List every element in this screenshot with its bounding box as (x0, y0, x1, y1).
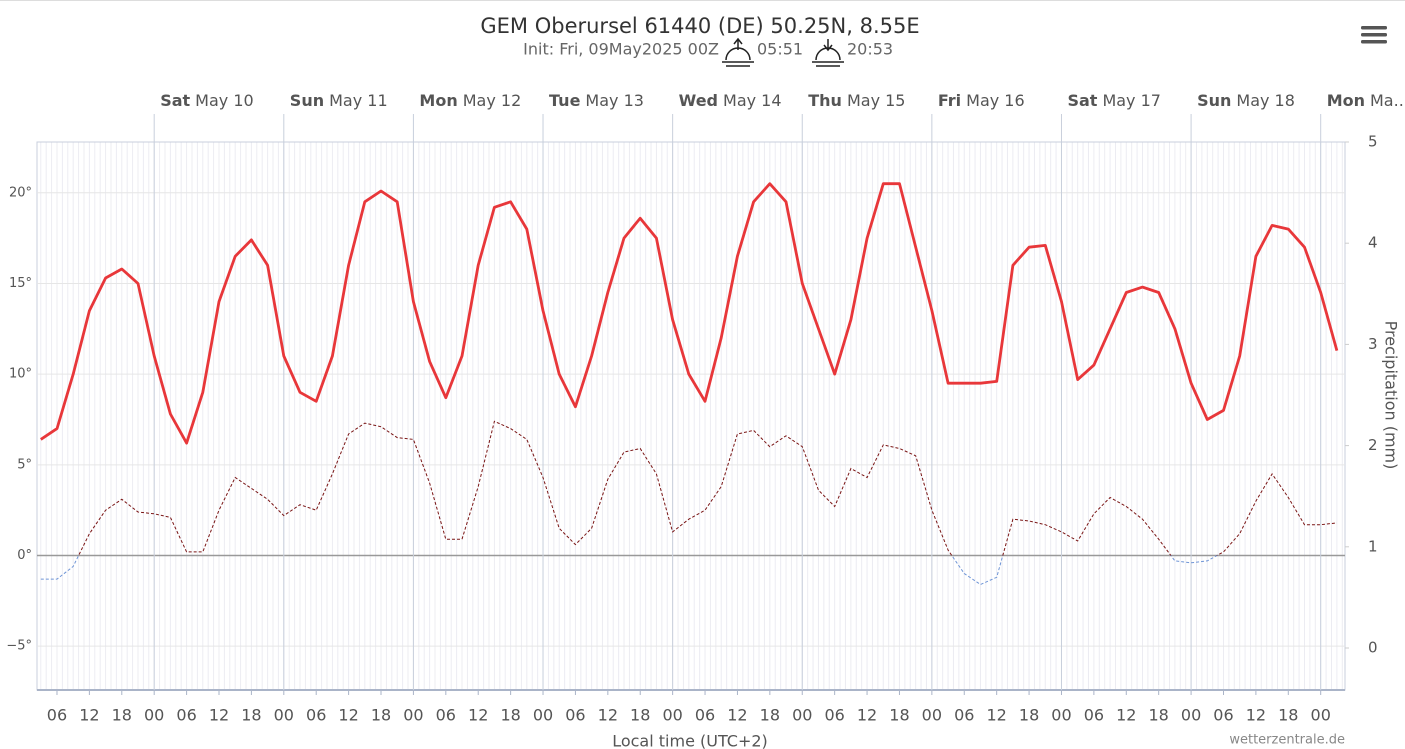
y2-tick-label: 3 (1368, 335, 1378, 353)
x-tick-label: 18 (1019, 706, 1039, 725)
y2-tick-label: 4 (1368, 234, 1378, 252)
day-name: Sun (1197, 91, 1231, 110)
x-tick-label: 12 (79, 706, 99, 725)
x-tick-label: 06 (695, 706, 715, 725)
y-tick-label: 20° (9, 185, 32, 200)
x-tick-label: 12 (986, 706, 1006, 725)
day-label: Tue May 13 (549, 91, 644, 110)
x-tick-label: 06 (176, 706, 196, 725)
sunrise-icon (722, 37, 754, 67)
x-tick-label: 00 (533, 706, 553, 725)
y-tick-label: 15° (9, 276, 32, 291)
day-date: May 16 (966, 91, 1025, 110)
x-tick-label: 00 (1311, 706, 1331, 725)
y2-tick-label: 2 (1368, 436, 1378, 454)
x-tick-label: 00 (274, 706, 294, 725)
y-tick-label: 5° (17, 457, 32, 472)
day-label: Sun May 11 (290, 91, 388, 110)
x-tick-label: 00 (1181, 706, 1201, 725)
day-date: May 17 (1102, 91, 1161, 110)
day-label: Mon Ma... (1327, 91, 1405, 110)
day-date: May 11 (329, 91, 388, 110)
day-date: May 14 (723, 91, 782, 110)
day-name: Tue (549, 91, 581, 110)
x-tick-label: 06 (306, 706, 326, 725)
chart-title: GEM Oberursel 61440 (DE) 50.25N, 8.55E (480, 14, 919, 38)
day-date: May 15 (847, 91, 906, 110)
x-tick-label: 12 (209, 706, 229, 725)
x-tick-label: 00 (403, 706, 423, 725)
day-name: Mon (419, 91, 457, 110)
day-label: Sat May 17 (1067, 91, 1161, 110)
y-tick-label: 10° (9, 367, 32, 382)
x-tick-label: 00 (922, 706, 942, 725)
x-tick-label: 12 (727, 706, 747, 725)
day-name: Thu (808, 91, 842, 110)
x-tick-label: 12 (857, 706, 877, 725)
y2-axis-title: Precipitation (mm) (1382, 321, 1401, 470)
x-tick-label: 00 (1051, 706, 1071, 725)
x-tick-label: 18 (1278, 706, 1298, 725)
day-label: Wed May 14 (679, 91, 782, 110)
day-name: Sun (290, 91, 324, 110)
sunset: 20:53 (847, 40, 893, 59)
y2-tick-label: 5 (1368, 133, 1378, 151)
subtitle: Init: Fri, 09May2025 00Z (523, 40, 719, 59)
temperature-line (40, 182, 1339, 445)
x-tick-label: 18 (500, 706, 520, 725)
x-tick-label: 06 (1213, 706, 1233, 725)
day-date: Ma... (1370, 91, 1405, 110)
x-tick-label: 00 (792, 706, 812, 725)
day-name: Sat (160, 91, 190, 110)
x-tick-label: 06 (565, 706, 585, 725)
x-tick-label: 06 (436, 706, 456, 725)
y-tick-label: −5° (6, 639, 32, 654)
y2-tick-label: 1 (1368, 537, 1378, 555)
x-tick-label: 18 (889, 706, 909, 725)
x-tick-label: 12 (468, 706, 488, 725)
sunrise: 05:51 (757, 40, 803, 59)
x-tick-label: 18 (1149, 706, 1169, 725)
day-label: Sun May 18 (1197, 91, 1295, 110)
sunset-icon (812, 39, 844, 67)
day-label: Mon May 12 (419, 91, 521, 110)
credit: wetterzentrale.de (1229, 733, 1345, 748)
x-tick-label: 00 (662, 706, 682, 725)
x-tick-label: 18 (112, 706, 132, 725)
day-name: Mon (1327, 91, 1365, 110)
x-tick-label: 06 (824, 706, 844, 725)
x-tick-label: 12 (1246, 706, 1266, 725)
x-tick-label: 00 (144, 706, 164, 725)
x-tick-label: 06 (1084, 706, 1104, 725)
x-tick-label: 18 (241, 706, 261, 725)
day-name: Wed (679, 91, 718, 110)
day-name: Sat (1067, 91, 1097, 110)
x-tick-label: 12 (598, 706, 618, 725)
day-date: May 13 (585, 91, 644, 110)
x-tick-label: 18 (630, 706, 650, 725)
y-tick-label: 0° (17, 548, 32, 563)
x-tick-label: 06 (47, 706, 67, 725)
day-date: May 10 (195, 91, 254, 110)
x-axis-title: Local time (UTC+2) (612, 732, 768, 749)
x-tick-label: 12 (1116, 706, 1136, 725)
y2-tick-label: 0 (1368, 639, 1378, 657)
dewpoint-line (78, 420, 1337, 556)
day-date: May 12 (463, 91, 522, 110)
day-label: Sat May 10 (160, 91, 254, 110)
x-tick-label: 06 (954, 706, 974, 725)
day-label: Thu May 15 (808, 91, 905, 110)
x-tick-label: 12 (338, 706, 358, 725)
day-date: May 18 (1236, 91, 1295, 110)
menu-button[interactable] (1361, 26, 1387, 44)
x-tick-label: 18 (760, 706, 780, 725)
x-tick-label: 18 (371, 706, 391, 725)
day-name: Fri (938, 91, 961, 110)
day-label: Fri May 16 (938, 91, 1025, 110)
